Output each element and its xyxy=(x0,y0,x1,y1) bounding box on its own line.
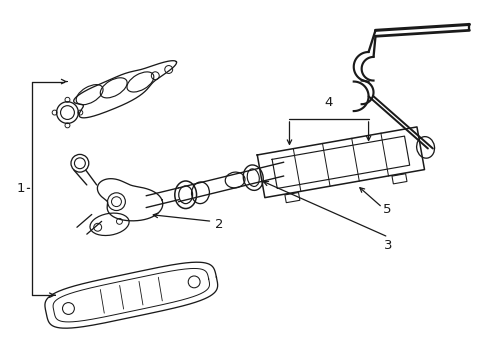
Text: 5: 5 xyxy=(383,203,391,216)
Bar xyxy=(391,174,406,184)
Text: 3: 3 xyxy=(383,239,392,252)
Text: 1: 1 xyxy=(16,182,25,195)
Text: 4: 4 xyxy=(324,96,332,109)
Bar xyxy=(285,193,299,203)
Text: 2: 2 xyxy=(215,218,224,231)
